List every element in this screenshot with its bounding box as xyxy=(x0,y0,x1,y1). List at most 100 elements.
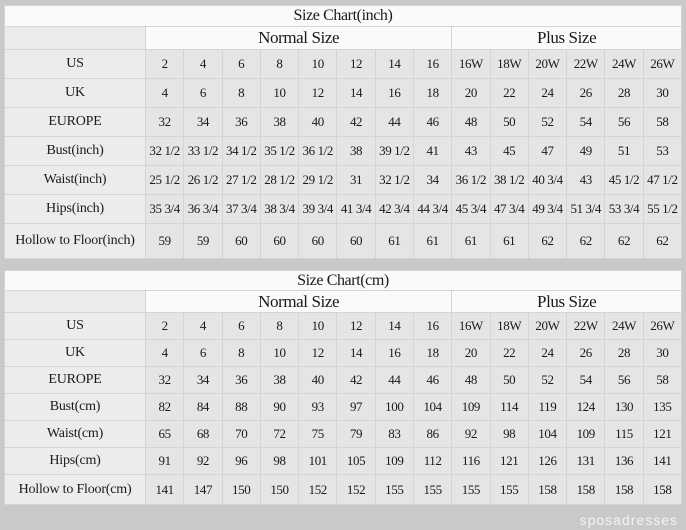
table-cell: 8 xyxy=(221,78,261,108)
table-cell: 158 xyxy=(642,474,683,505)
table-cell: 38 1/2 xyxy=(489,165,529,195)
table-cell: 84 xyxy=(183,393,223,421)
table-cell: 26 xyxy=(566,339,606,367)
table-cell: 50 xyxy=(489,107,529,137)
table-cell: 40 xyxy=(298,366,338,394)
table-cell: 40 xyxy=(298,107,338,137)
table-cell: 39 1/2 xyxy=(374,136,414,166)
table-cell: 112 xyxy=(412,447,453,475)
table-cell: 22 xyxy=(489,339,529,367)
table-cell: 47 xyxy=(527,136,568,166)
table-cell: 86 xyxy=(412,420,453,448)
table-cell: 83 xyxy=(374,420,414,448)
table-cell: 28 1/2 xyxy=(259,165,300,195)
table-cell: 6 xyxy=(183,339,223,367)
row-label: UK xyxy=(4,78,146,108)
table-cell: 22W xyxy=(566,49,606,79)
table-cell: 48 xyxy=(451,107,491,137)
table-cell: 33 1/2 xyxy=(183,136,223,166)
table-row: Waist(cm) 65 68 70 72 75 79 83 86 92 98 104 109 115 12… xyxy=(4,420,683,448)
table-cell: 45 1/2 xyxy=(604,165,644,195)
table-cell: 130 xyxy=(604,393,644,421)
plus-size-header: Plus Size xyxy=(451,26,682,50)
table-cell: 60 xyxy=(336,223,376,259)
table-cell: 155 xyxy=(451,474,491,505)
table-cell: 22W xyxy=(566,312,606,340)
table-cell: 16 xyxy=(374,339,414,367)
table-cell: 20W xyxy=(527,49,568,79)
table-cell: 98 xyxy=(489,420,529,448)
table-cell: 4 xyxy=(183,312,223,340)
table-row: EUROPE 32 34 36 38 40 42 44 46 48 50 52 54 56 58 xyxy=(4,107,683,137)
table-cell: 45 3/4 xyxy=(451,194,491,224)
table-cell: 58 xyxy=(642,107,683,137)
table-cell: 52 xyxy=(527,366,568,394)
table-cell: 104 xyxy=(527,420,568,448)
table-cell: 41 3/4 xyxy=(336,194,376,224)
table-cell: 93 xyxy=(298,393,338,421)
table-cell: 147 xyxy=(183,474,223,505)
table-cell: 65 xyxy=(144,420,185,448)
table-cell: 126 xyxy=(527,447,568,475)
size-chart-inch: Size Chart(inch) Normal Size Plus Size US 2 4… xyxy=(4,5,683,259)
row-label: Hips(cm) xyxy=(4,447,146,475)
table-cell: 82 xyxy=(144,393,185,421)
table-row: EUROPE 32 34 36 38 40 42 44 46 48 50 52 54 56 58 xyxy=(4,366,683,394)
table-cell: 38 xyxy=(259,107,300,137)
table-cell: 18W xyxy=(489,312,529,340)
table-cell: 10 xyxy=(298,312,338,340)
table-cell: 54 xyxy=(566,366,606,394)
row-label: Bust(inch) xyxy=(4,136,146,166)
table-cell: 36 xyxy=(221,366,261,394)
table-cell: 42 xyxy=(336,366,376,394)
table-row: US 2 4 6 8 10 12 14 16 16W 18W 20W 22W 24W 26W xyxy=(4,49,683,79)
table-row: Hips(inch) 35 3/4 36 3/4 37 3/4 38 3/4 39 3/4… xyxy=(4,194,683,224)
row-label: Hollow to Floor(cm) xyxy=(4,474,146,505)
table-cell: 35 3/4 xyxy=(144,194,185,224)
table-cell: 60 xyxy=(259,223,300,259)
table-cell: 98 xyxy=(259,447,300,475)
table-cell: 36 3/4 xyxy=(183,194,223,224)
table-cell: 109 xyxy=(566,420,606,448)
table-cell: 24W xyxy=(604,312,644,340)
table-cell: 29 1/2 xyxy=(298,165,338,195)
table-cell: 55 1/2 xyxy=(642,194,683,224)
table-cell: 135 xyxy=(642,393,683,421)
table-cell: 24W xyxy=(604,49,644,79)
table-cell: 40 3/4 xyxy=(527,165,568,195)
table-row: Hollow to Floor(cm) 141 147 150 150 152 152 155… xyxy=(4,474,683,505)
row-label: Waist(cm) xyxy=(4,420,146,448)
table-cell: 25 1/2 xyxy=(144,165,185,195)
table-cell: 62 xyxy=(527,223,568,259)
table-cell: 62 xyxy=(642,223,683,259)
table-cell: 47 1/2 xyxy=(642,165,683,195)
table-cell: 14 xyxy=(336,78,376,108)
table-cell: 61 xyxy=(489,223,529,259)
table-cell: 56 xyxy=(604,107,644,137)
table-cell: 6 xyxy=(221,312,261,340)
table-row: Waist(inch) 25 1/2 26 1/2 27 1/2 28 1/2 29 1/… xyxy=(4,165,683,195)
table-cell: 49 xyxy=(566,136,606,166)
table-row: UK 4 6 8 10 12 14 16 18 20 22 24 26 28 30 xyxy=(4,339,683,367)
table-cell: 158 xyxy=(527,474,568,505)
table-cell: 131 xyxy=(566,447,606,475)
table-cell: 43 xyxy=(566,165,606,195)
table-cell: 20 xyxy=(451,339,491,367)
table-cell: 4 xyxy=(183,49,223,79)
table-cell: 32 1/2 xyxy=(144,136,185,166)
table-cell: 18 xyxy=(412,78,453,108)
table-cell: 104 xyxy=(412,393,453,421)
table-cell: 30 xyxy=(642,78,683,108)
table-cell: 12 xyxy=(298,339,338,367)
table-cell: 58 xyxy=(642,366,683,394)
row-label: EUROPE xyxy=(4,107,146,137)
table-cell: 2 xyxy=(144,49,185,79)
table-cell: 12 xyxy=(336,49,376,79)
table-cell: 155 xyxy=(489,474,529,505)
table-cell: 36 xyxy=(221,107,261,137)
table-cell: 18W xyxy=(489,49,529,79)
table-cell: 109 xyxy=(374,447,414,475)
table-cell: 26W xyxy=(642,49,683,79)
table-cell: 6 xyxy=(221,49,261,79)
table-cell: 27 1/2 xyxy=(221,165,261,195)
